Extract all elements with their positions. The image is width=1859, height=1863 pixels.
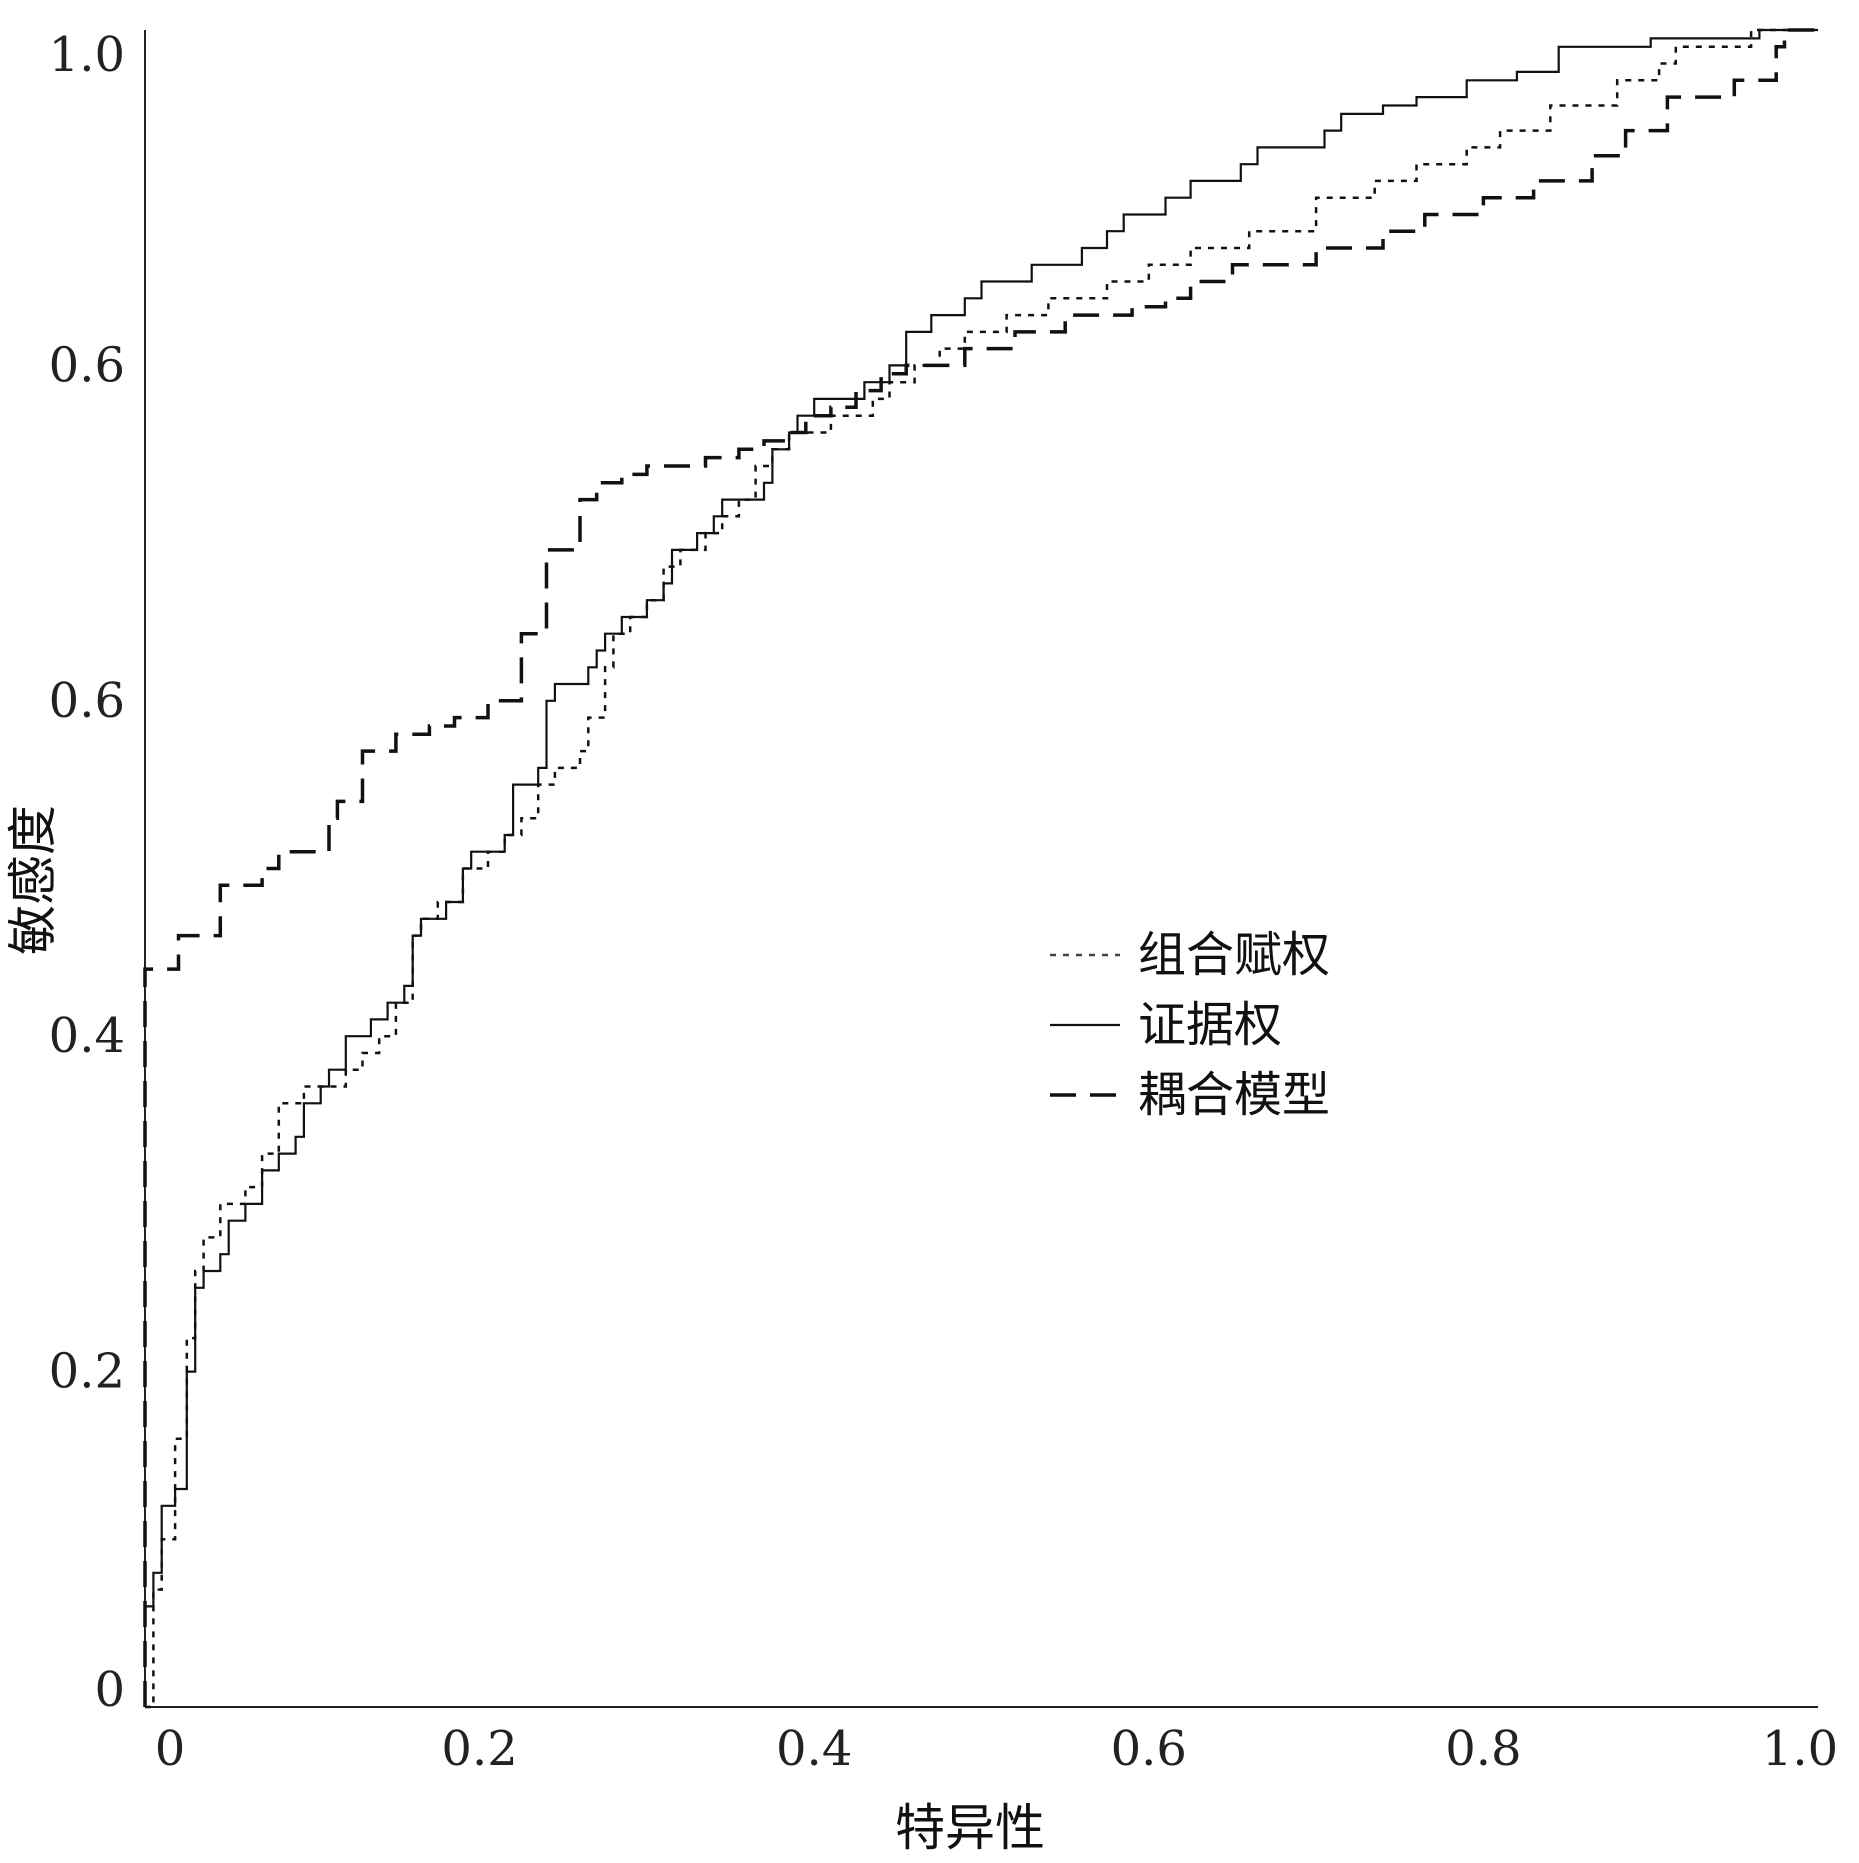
x-tick-label: 0.8 xyxy=(1445,1721,1521,1777)
x-axis-title: 特异性 xyxy=(895,1799,1045,1857)
legend-label: 组合赋权 xyxy=(1138,927,1330,983)
y-axis-title: 敏感度 xyxy=(4,805,62,955)
y-tick-label: 0 xyxy=(94,1662,125,1718)
series-group xyxy=(143,28,1818,1709)
series-line-2 xyxy=(145,28,1818,1608)
x-tick-label: 0 xyxy=(155,1721,186,1777)
x-tick-label: 0.4 xyxy=(776,1721,852,1777)
y-tick-label: 0.4 xyxy=(49,1008,125,1064)
y-tick-label: 0.6 xyxy=(49,673,125,729)
legend-label: 证据权 xyxy=(1138,997,1282,1053)
axes xyxy=(144,30,1818,1708)
y-tick-label: 0.2 xyxy=(49,1344,125,1400)
x-tick-label: 0.2 xyxy=(441,1721,517,1777)
x-tick-label: 0.6 xyxy=(1111,1721,1187,1777)
x-tick-labels: 0 0.2 0.4 0.6 0.8 1.0 xyxy=(155,1721,1838,1777)
series-line-3 xyxy=(143,28,1818,1707)
y-tick-label: 1.0 xyxy=(49,27,125,83)
y-tick-label: 0.6 xyxy=(49,337,125,393)
y-tick-labels: 0 0.2 0.4 0.6 0.6 1.0 xyxy=(49,27,125,1718)
x-tick-label: 1.0 xyxy=(1762,1721,1838,1777)
legend-label: 耦合模型 xyxy=(1138,1067,1330,1123)
